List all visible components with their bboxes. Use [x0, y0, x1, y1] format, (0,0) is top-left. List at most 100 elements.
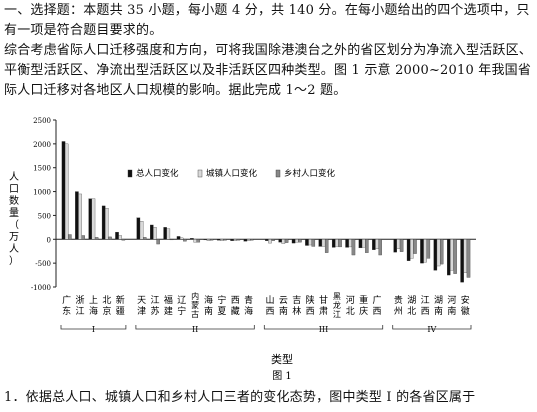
bar-湖北-1	[410, 239, 414, 259]
group-label: I	[92, 325, 95, 334]
bar-新疆-1	[118, 235, 122, 240]
bar-青海-1	[246, 239, 251, 241]
population-migration-chart: 2500 2000 1500 1000 500 0 -500 -1000 总人口变化 城镇人口变…	[9, 117, 476, 382]
bar-云南-0	[278, 239, 282, 243]
question-1-text: 1．依据总人口、城镇人口和乡村人口三者的变化态势，图中类型 I 的各省区属于	[4, 390, 476, 405]
bar-江西-2	[426, 239, 431, 259]
x-tick-label: 云南	[279, 296, 288, 317]
x-tick-label: 重庆	[359, 294, 368, 317]
legend-swatch	[197, 169, 203, 178]
bar-西藏-2	[236, 239, 241, 241]
x-tick-label: 福建	[164, 294, 173, 317]
y-tick-label: -1000	[31, 284, 51, 292]
bar-北京-0	[101, 205, 106, 240]
x-tick-label: 湖北	[407, 295, 416, 317]
legend-swatch	[127, 169, 133, 178]
group-bracket	[135, 325, 255, 330]
bar-湖南-0	[433, 239, 438, 271]
x-tick-label: 黑龙江	[333, 292, 341, 319]
x-tick-label: 河北	[346, 294, 355, 317]
bar-天津-2	[143, 237, 147, 240]
bar-浙江-1	[78, 193, 82, 240]
bar-山西-1	[268, 239, 272, 244]
x-tick-label: 西藏	[231, 295, 240, 317]
x-axis-labels: 广东浙江上海北京新疆天津江苏福建辽宁内蒙古海南宁夏西藏青海山西云南吉林陕西甘肃黑…	[60, 291, 472, 334]
bar-湖南-1	[436, 239, 441, 267]
x-tick-label: 辽宁	[177, 295, 186, 317]
x-tick-label: 海南	[204, 294, 213, 317]
y-tick-label: 0	[47, 236, 51, 244]
bar-上海-0	[88, 198, 93, 240]
group-label: IV	[427, 325, 436, 334]
x-tick-label: 江苏	[150, 295, 159, 317]
bar-江苏-0	[150, 224, 154, 240]
x-tick-label: 山西	[265, 295, 274, 317]
bar-陕西-0	[305, 239, 309, 246]
bar-贵州-2	[399, 239, 404, 252]
legend-swatch	[275, 169, 281, 178]
x-tick-label: 新疆	[116, 294, 125, 317]
bar-山西-2	[271, 239, 275, 241]
bar-新疆-2	[121, 239, 126, 241]
bar-黑龙江-1	[335, 239, 339, 247]
y-tick-label: 2500	[33, 117, 51, 125]
bar-北京-2	[108, 236, 112, 240]
bar-河南-2	[453, 239, 457, 274]
bar-陕西-1	[308, 239, 312, 246]
x-tick-label: 广东	[62, 294, 71, 317]
bar-江西-1	[423, 239, 427, 263]
bar-青海-2	[250, 239, 254, 241]
group-bracket	[263, 325, 384, 330]
y-tick-label: -500	[35, 260, 51, 268]
x-tick-label: 青海	[244, 294, 253, 317]
chart-legend: 总人口变化 城镇人口变化 乡村人口变化	[127, 168, 336, 179]
y-tick-label: 500	[38, 212, 51, 220]
bar-广东-1	[64, 143, 69, 240]
bar-辽宁-0	[176, 236, 181, 240]
bar-新疆-0	[115, 231, 119, 240]
bar-上海-2	[94, 237, 99, 240]
legend-label: 乡村人口变化	[284, 168, 336, 179]
x-tick-label: 广西	[373, 294, 382, 317]
bar-重庆-2	[365, 239, 369, 253]
exam-instructions: 一、选择题：本题共 35 小题，每小题 4 分，共 140 分。在每小题给出的四…	[4, 3, 530, 38]
x-tick-label: 吉林	[292, 295, 301, 317]
bar-福建-2	[169, 239, 174, 241]
bar-河北-2	[351, 239, 356, 256]
figure-caption: 图 1	[272, 370, 292, 382]
x-tick-label: 北京	[102, 295, 111, 317]
bar-江苏-1	[153, 227, 157, 240]
bar-甘肃-2	[324, 239, 329, 253]
bar-广东-0	[61, 141, 66, 240]
bar-宁夏-0	[216, 239, 221, 241]
bar-海南-1	[206, 239, 211, 241]
bar-辽宁-1	[179, 237, 184, 240]
bar-内蒙古-2	[196, 239, 201, 243]
bar-甘肃-0	[318, 239, 323, 247]
bar-浙江-2	[81, 235, 85, 240]
bar-河南-0	[447, 239, 451, 276]
bar-辽宁-2	[183, 239, 187, 242]
bar-海南-2	[209, 239, 214, 241]
x-tick-label: 贵州	[394, 294, 403, 317]
x-tick-label: 河南	[447, 294, 456, 317]
bar-江苏-2	[156, 239, 160, 245]
bar-吉林-0	[291, 239, 296, 244]
bar-广西-1	[375, 239, 379, 249]
bar-浙江-0	[75, 191, 79, 240]
y-axis-label: 人口数量（万人）	[9, 171, 19, 267]
group-label: III	[319, 325, 328, 334]
bar-福建-1	[166, 228, 171, 240]
legend-label: 城镇人口变化	[206, 168, 258, 179]
bar-湖北-0	[406, 239, 411, 261]
y-tick-label: 1000	[33, 189, 51, 197]
bar-广东-2	[68, 234, 72, 240]
bar-内蒙古-1	[193, 239, 197, 243]
bar-西藏-0	[230, 239, 234, 241]
x-tick-label: 天津	[137, 296, 146, 317]
x-tick-label: 陕西	[306, 294, 315, 317]
bar-青海-0	[243, 239, 248, 242]
x-tick-label: 浙江	[76, 294, 85, 317]
bar-河北-1	[348, 239, 353, 248]
bar-广西-2	[378, 239, 382, 256]
